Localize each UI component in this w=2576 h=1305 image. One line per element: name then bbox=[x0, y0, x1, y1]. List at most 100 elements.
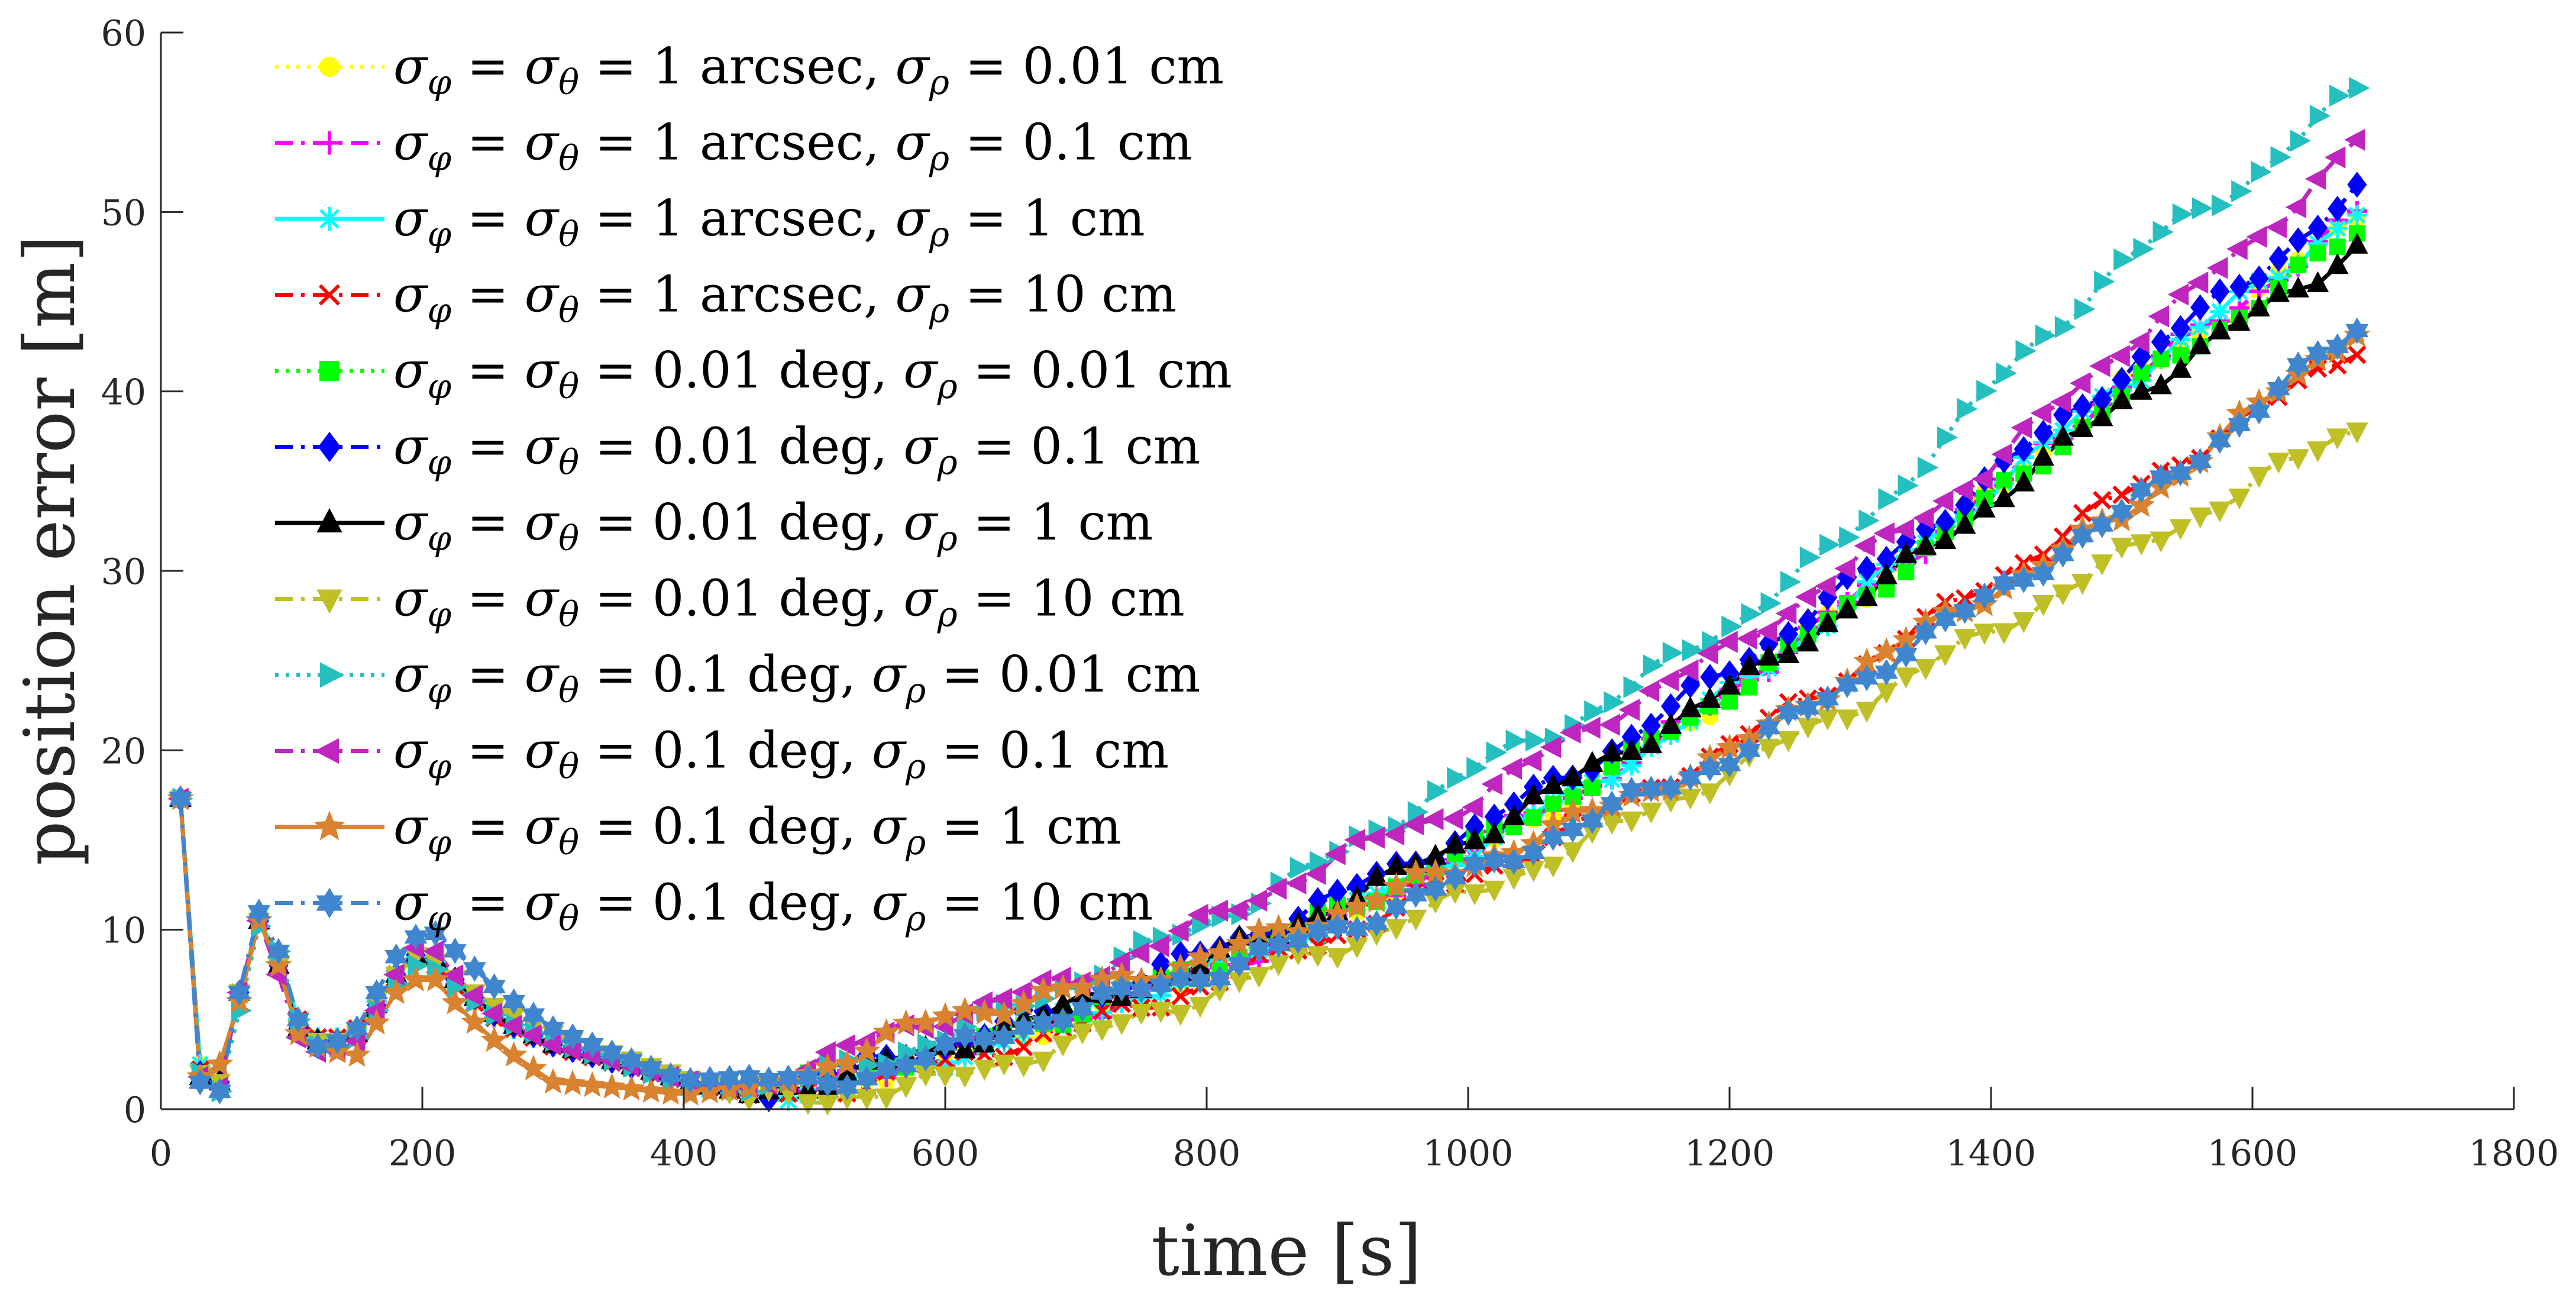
data-point-s6-95 bbox=[2013, 436, 2034, 463]
data-point-s7-82 bbox=[1757, 644, 1780, 666]
data-point-s12-22 bbox=[580, 1031, 604, 1058]
data-point-s12-19 bbox=[522, 1002, 545, 1029]
legend-item-6: σφ = σθ = 0.01 deg, σρ = 0.1 cm bbox=[275, 418, 1200, 483]
data-point-s4-98 bbox=[2073, 503, 2092, 523]
data-point-s8-34 bbox=[816, 1094, 839, 1116]
legend: σφ = σθ = 1 arcsec, σρ = 0.01 cm σφ = σθ … bbox=[275, 37, 1232, 939]
legend-marker bbox=[320, 662, 345, 688]
data-point-s12-89 bbox=[1895, 641, 1918, 668]
data-point-s7-106 bbox=[2228, 309, 2251, 331]
legend-label: σφ = σθ = 0.1 deg, σρ = 1 cm bbox=[393, 797, 1121, 863]
data-point-s7-78 bbox=[1679, 696, 1702, 718]
data-point-s9-81 bbox=[1741, 603, 1762, 625]
data-point-s10-85 bbox=[1815, 575, 1836, 597]
data-point-s12-105 bbox=[2208, 427, 2232, 454]
data-point-s9-101 bbox=[2133, 238, 2154, 260]
x-tick-label: 1400 bbox=[1946, 1133, 2037, 1174]
data-point-s12-101 bbox=[2129, 476, 2153, 503]
chart-markers-layer bbox=[167, 77, 2371, 1116]
data-point-s8-48 bbox=[1091, 1020, 1113, 1042]
data-point-s12-92 bbox=[1953, 597, 1977, 624]
data-point-s9-85 bbox=[1819, 534, 1841, 556]
data-point-s8-99 bbox=[2091, 554, 2113, 576]
data-point-s10-106 bbox=[2226, 238, 2248, 260]
legend-marker bbox=[314, 738, 339, 764]
data-point-s12-41 bbox=[953, 1022, 977, 1049]
data-point-s8-105 bbox=[2209, 501, 2231, 523]
data-point-s12-3 bbox=[208, 1078, 231, 1105]
data-point-s7-94 bbox=[1993, 486, 2015, 508]
data-point-s12-16 bbox=[463, 955, 486, 982]
data-point-s10-57 bbox=[1265, 877, 1287, 900]
data-point-s9-84 bbox=[1799, 546, 1821, 569]
data-point-s12-39 bbox=[914, 1045, 938, 1072]
data-point-s8-50 bbox=[1130, 1004, 1153, 1025]
data-point-s7-97 bbox=[2051, 425, 2074, 446]
data-point-s9-93 bbox=[1976, 380, 1998, 402]
x-tick-label: 400 bbox=[650, 1133, 718, 1174]
data-point-s9-97 bbox=[2054, 316, 2076, 338]
data-point-s12-90 bbox=[1914, 618, 1937, 645]
data-point-s10-102 bbox=[2148, 305, 2169, 328]
data-point-s8-40 bbox=[934, 1066, 956, 1087]
data-point-s10-91 bbox=[1932, 490, 1954, 512]
legend-marker bbox=[316, 508, 342, 532]
data-point-s7-70 bbox=[1522, 783, 1545, 805]
data-point-s8-92 bbox=[1954, 629, 1976, 650]
data-point-s6-107 bbox=[2249, 265, 2269, 292]
data-point-s9-82 bbox=[1760, 592, 1782, 615]
data-point-s3-112 bbox=[2346, 205, 2367, 225]
data-point-s3-81 bbox=[1739, 666, 1760, 687]
x-tick-label: 600 bbox=[912, 1133, 980, 1174]
data-point-s10-97 bbox=[2050, 390, 2071, 414]
data-point-s12-33 bbox=[796, 1064, 820, 1091]
data-point-s10-87 bbox=[1854, 535, 1875, 557]
data-point-s10-89 bbox=[1893, 518, 1915, 541]
legend-item-5: σφ = σθ = 0.01 deg, σρ = 0.01 cm bbox=[275, 341, 1232, 406]
legend-marker bbox=[316, 887, 343, 919]
data-point-s8-67 bbox=[1463, 884, 1486, 906]
data-point-s7-83 bbox=[1777, 642, 1800, 663]
data-point-s12-64 bbox=[1404, 881, 1428, 908]
data-point-s12-95 bbox=[2012, 567, 2035, 593]
data-point-s12-73 bbox=[1580, 807, 1604, 834]
data-point-s12-25 bbox=[639, 1054, 663, 1081]
data-point-s7-99 bbox=[2091, 405, 2113, 427]
data-point-s10-108 bbox=[2265, 216, 2287, 238]
data-point-s8-90 bbox=[1914, 659, 1937, 680]
data-point-s10-19 bbox=[521, 1024, 542, 1046]
data-point-s10-109 bbox=[2285, 196, 2307, 218]
data-point-s12-1 bbox=[169, 785, 192, 812]
data-point-s12-7 bbox=[286, 1006, 310, 1033]
data-point-s10-111 bbox=[2324, 146, 2346, 169]
legend-marker bbox=[318, 207, 341, 231]
data-point-s6-103 bbox=[2170, 315, 2191, 341]
legend-marker bbox=[318, 431, 341, 463]
data-point-s12-97 bbox=[2051, 541, 2074, 568]
data-point-s8-45 bbox=[1032, 1051, 1055, 1073]
data-point-s10-53 bbox=[1187, 903, 1208, 926]
data-point-s10-61 bbox=[1344, 829, 1365, 851]
data-point-s12-13 bbox=[404, 923, 428, 951]
legend-item-3: σφ = σθ = 1 arcsec, σρ = 1 cm bbox=[275, 189, 1145, 254]
data-point-s8-59 bbox=[1307, 946, 1329, 967]
data-point-s9-13 bbox=[408, 954, 429, 977]
data-point-s9-104 bbox=[2192, 197, 2213, 219]
data-point-s6-109 bbox=[2288, 227, 2308, 254]
data-point-s10-34 bbox=[815, 1041, 836, 1064]
data-point-s8-107 bbox=[2248, 467, 2270, 488]
data-point-s10-75 bbox=[1618, 699, 1640, 721]
data-point-s10-60 bbox=[1324, 843, 1346, 865]
data-point-s12-11 bbox=[365, 979, 389, 1006]
legend-item-9: σφ = σθ = 0.1 deg, σρ = 0.01 cm bbox=[275, 645, 1200, 710]
data-point-s9-111 bbox=[2329, 85, 2351, 107]
data-point-s11-43 bbox=[990, 1000, 1018, 1026]
series-line-12 bbox=[178, 329, 2359, 1094]
data-point-s10-18 bbox=[500, 1015, 522, 1037]
data-point-s6-110 bbox=[2307, 214, 2328, 241]
data-point-s11-17 bbox=[480, 1026, 508, 1052]
legend-item-10: σφ = σθ = 0.1 deg, σρ = 0.1 cm bbox=[275, 722, 1169, 787]
data-point-s9-89 bbox=[1898, 474, 1919, 497]
data-point-s8-87 bbox=[1856, 702, 1878, 723]
